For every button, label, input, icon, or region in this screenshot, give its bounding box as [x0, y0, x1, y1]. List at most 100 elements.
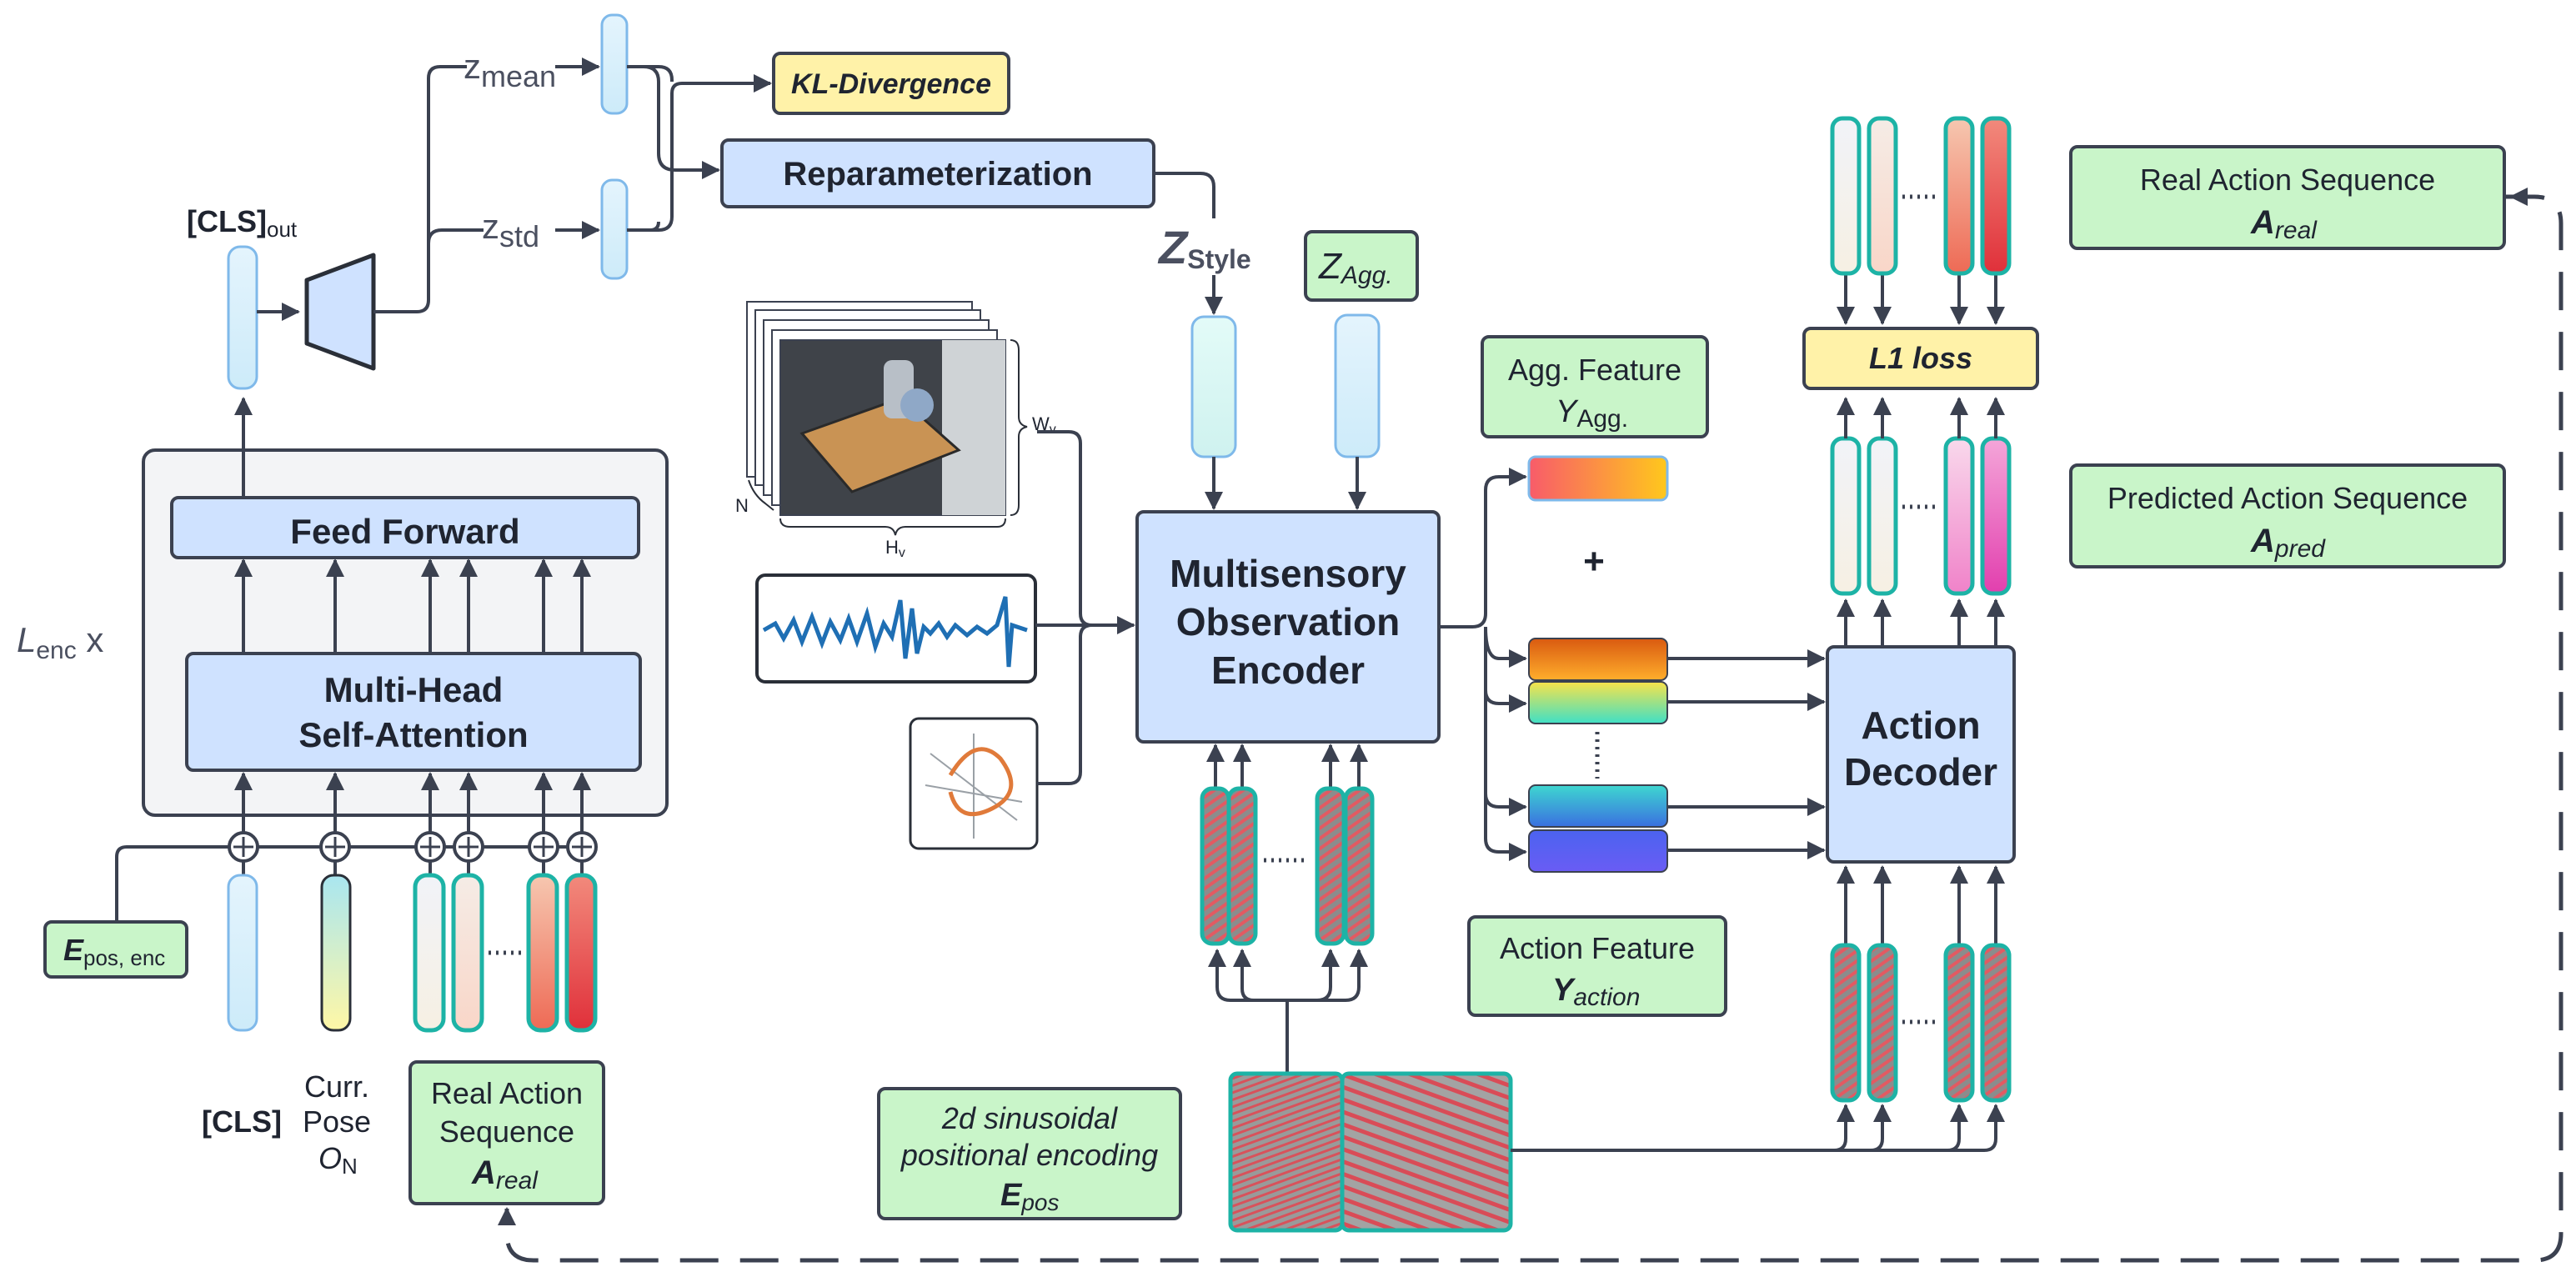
real-action-output-sub: real: [2275, 217, 2318, 244]
z-mean-token: [600, 13, 629, 115]
image-h-label: H: [885, 537, 899, 558]
action-token-1: [413, 873, 446, 1033]
z-agg-box: [1304, 230, 1419, 302]
pos-token-dec-4: [1980, 943, 2012, 1103]
action-token-4: [564, 873, 598, 1033]
plus-sign: +: [1583, 541, 1605, 582]
z-style-Z: Z: [1157, 221, 1189, 273]
image-dimension-braces: [748, 339, 1028, 536]
encoder-block: Feed Forward Multi-Head Self-Attention L…: [17, 13, 1215, 1205]
action-feature-1: [1528, 638, 1668, 681]
pred-to-l1-arrows: [1837, 397, 2005, 438]
pos-encoding-image-right: [1340, 1071, 1513, 1233]
real-seq-A: A: [471, 1154, 496, 1191]
pos-enc-E: E: [1000, 1178, 1023, 1213]
svg-text:Areal: Areal: [2250, 204, 2318, 244]
image-h-sub: v: [899, 546, 905, 560]
agg-feature-Y: Y: [1556, 394, 1579, 429]
decoder-to-pred-arrows: [1837, 598, 2005, 647]
z-style-token: [1190, 315, 1237, 458]
action-feature-4: [1528, 829, 1668, 873]
svg-text:ON: ON: [318, 1141, 358, 1179]
svg-text:Hv: Hv: [885, 537, 905, 560]
agg-feature-label-1: Agg. Feature: [1508, 353, 1681, 387]
svg-text:Lenc x: Lenc x: [17, 620, 103, 664]
mhsa-to-ff-arrows: [234, 397, 591, 654]
pos-token-enc-4: [1343, 786, 1375, 946]
agg-feature-box: [1481, 335, 1709, 438]
pos-embedding-E: E: [63, 933, 84, 967]
curr-label-O: O: [318, 1141, 342, 1175]
kl-divergence-label: KL-Divergence: [791, 68, 991, 100]
observation-label-3: Encoder: [1211, 649, 1365, 692]
pos-embedding-box: [43, 920, 188, 979]
layer-count-x: x: [77, 620, 104, 659]
svg-text:zstd: zstd: [482, 207, 539, 253]
z-mean-label: z: [464, 47, 481, 86]
action-decoder-label-2: Decoder: [1844, 750, 1997, 794]
z-agg-token: [1334, 313, 1381, 458]
layer-count-sub: enc: [36, 637, 76, 664]
action-feature-2: [1528, 681, 1668, 724]
real-token-4: [1980, 116, 2012, 276]
svg-text:zmean: zmean: [464, 47, 556, 93]
pred-token-4: [1980, 436, 2012, 596]
cls-out-label: [CLS]: [187, 204, 267, 238]
encoder-output-lines: [1439, 468, 1527, 861]
real-action-output-label-1: Real Action Sequence: [2140, 163, 2435, 197]
pos-embedding-sub: pos, enc: [83, 945, 165, 970]
feed-forward-box: [170, 496, 640, 559]
mhsa-label-2: Self-Attention: [298, 715, 528, 754]
feed-forward-label: Feed Forward: [290, 512, 519, 551]
action-feature-sub: action: [1573, 984, 1640, 1011]
audio-waveform-box: [755, 573, 1037, 684]
pos-token-dec-1: [1830, 943, 1862, 1103]
action-feature-Y: Y: [1552, 973, 1576, 1008]
sensor-merge-lines: [1035, 430, 1135, 785]
image-n-label: N: [735, 495, 749, 516]
pred-action-A: A: [2250, 523, 2275, 559]
pose-token: [320, 874, 352, 1032]
svg-text:YAgg.: YAgg.: [1556, 394, 1628, 433]
z-agg-Z: Z: [1318, 246, 1343, 287]
pos-token-enc-1: [1200, 786, 1231, 946]
svg-text:Epos: Epos: [1000, 1178, 1060, 1215]
action-feature-box: [1467, 915, 1727, 1017]
pos-tokens-to-decoder-arrows: [1837, 865, 2005, 945]
real-token-3: [1943, 116, 1975, 276]
decoder-section: Action Decoder: [498, 116, 2563, 1263]
z-mean-sub: mean: [481, 59, 556, 93]
l1-loss-label: L1 loss: [1869, 341, 1972, 375]
curr-label-1: Curr.: [304, 1069, 369, 1104]
real-token-1: [1830, 116, 1862, 276]
pos-enc-label-2: positional encoding: [900, 1138, 1158, 1172]
svg-text:Areal: Areal: [471, 1154, 539, 1194]
svg-text:Wv: Wv: [1032, 413, 1056, 437]
svg-text:ZAgg.: ZAgg.: [1318, 246, 1393, 289]
multi-head-attention-box: [185, 652, 642, 772]
observation-label-2: Observation: [1176, 600, 1400, 644]
image-w-sub: v: [1050, 423, 1056, 437]
action-decoder-box: [1826, 645, 2016, 864]
real-action-output-box: [2069, 145, 2506, 250]
z-style-sub: Style: [1187, 244, 1250, 274]
svg-text:[CLS]out: [CLS]out: [187, 204, 298, 242]
pred-action-sub: pred: [2274, 535, 2326, 563]
agg-feature-sub: Agg.: [1576, 405, 1628, 433]
observation-label-1: Multisensory: [1170, 552, 1406, 595]
pos-encoding-image-left: [1228, 1071, 1345, 1233]
pred-action-box: [2069, 463, 2506, 568]
pos-enc-sub: pos: [1020, 1189, 1059, 1215]
projection-trapezoid: [304, 253, 376, 371]
reparameterization-label: Reparameterization: [783, 156, 1092, 193]
action-decoder-label-1: Action: [1861, 704, 1980, 747]
pos-token-dec-2: [1867, 943, 1898, 1103]
kl-divergence-box: [772, 52, 1010, 115]
action-feature-3: [1528, 784, 1668, 828]
z-std-token: [600, 178, 629, 280]
real-seq-sub: real: [496, 1167, 539, 1194]
action-token-2: [451, 873, 484, 1033]
pos-token-dec-3: [1943, 943, 1975, 1103]
z-std-sub: std: [499, 219, 539, 253]
latent-split-lines: [373, 58, 600, 313]
